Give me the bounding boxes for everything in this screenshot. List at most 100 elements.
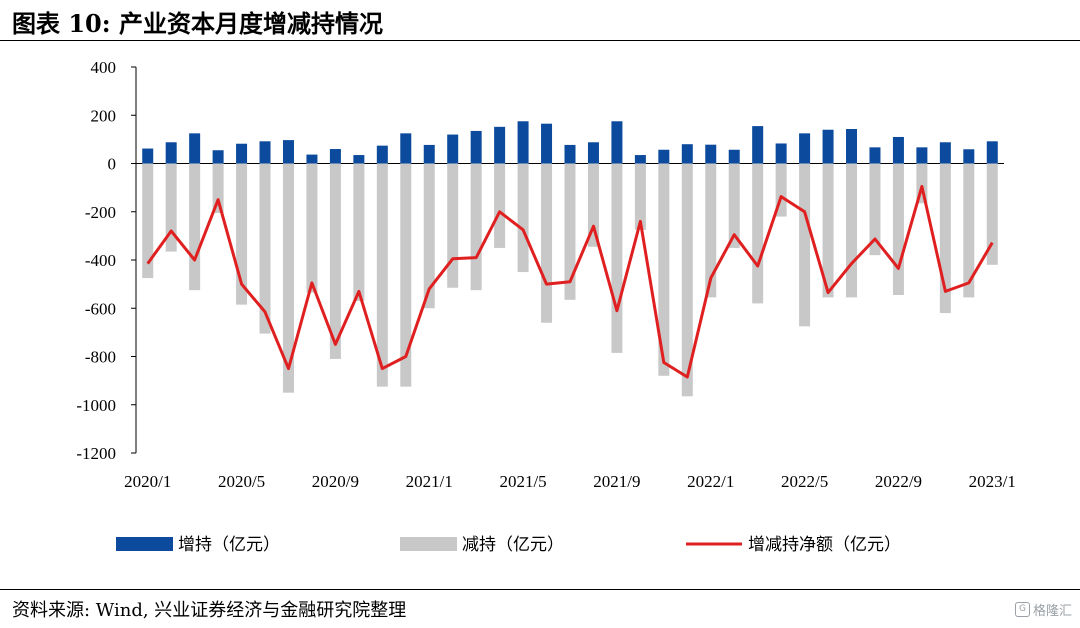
decrease-bar	[470, 163, 482, 291]
watermark: G 格隆汇	[1014, 600, 1072, 619]
decrease-bar	[611, 163, 623, 353]
increase-bar	[189, 133, 201, 164]
decrease-bar	[963, 163, 975, 298]
decrease-bar	[986, 163, 998, 265]
net-line-series	[146, 184, 994, 379]
increase-bar	[846, 129, 858, 164]
decrease-bar	[728, 163, 740, 248]
decrease-bar	[306, 163, 318, 293]
legend-swatch-decrease	[400, 537, 457, 551]
increase-bar	[587, 142, 599, 164]
watermark-logo-icon: G	[1014, 602, 1030, 617]
decrease-bar	[822, 163, 834, 298]
decrease-bar	[658, 163, 670, 376]
increase-bar	[822, 129, 834, 164]
legend-swatch-increase	[116, 537, 173, 551]
watermark-text: 格隆汇	[1032, 604, 1072, 619]
increase-bar	[236, 143, 248, 164]
decrease-bar	[916, 163, 928, 204]
increase-bar	[939, 142, 951, 164]
increase-bar	[329, 149, 341, 164]
increase-bar	[611, 121, 623, 164]
increase-bar	[564, 144, 576, 164]
decrease-bar	[752, 163, 764, 304]
increase-bar	[681, 144, 693, 164]
decrease-bar	[634, 163, 646, 230]
y-tick-label: -800	[85, 348, 116, 367]
increase-bar	[376, 145, 388, 164]
decrease-bar	[165, 163, 177, 252]
x-tick-label: 2021/9	[593, 472, 640, 491]
decrease-bar	[353, 163, 365, 302]
x-tick-label: 2020/9	[312, 472, 359, 491]
decrease-bar	[541, 163, 553, 323]
title-divider	[0, 40, 1080, 41]
increase-bar	[400, 133, 412, 164]
decrease-bar	[705, 163, 717, 298]
legend-label-net: 增减持净额（亿元）	[748, 535, 901, 555]
decrease-bar	[189, 163, 201, 291]
footer-divider	[0, 589, 1080, 590]
decrease-bar	[142, 163, 154, 279]
decrease-bar	[799, 163, 811, 327]
decrease-bar	[400, 163, 412, 387]
legend-label-increase: 增持（亿元）	[178, 535, 280, 555]
decrease-bar	[681, 163, 693, 397]
decrease-bar	[892, 163, 904, 295]
x-tick-label: 2022/9	[875, 472, 922, 491]
increase-bar	[658, 149, 670, 164]
decrease-bar	[236, 163, 248, 305]
increase-bar	[447, 134, 459, 164]
decrease-bar	[212, 163, 224, 213]
decrease-bar	[329, 163, 341, 359]
increase-bar	[541, 123, 553, 164]
increase-bar	[259, 141, 271, 164]
increase-bar	[963, 149, 975, 164]
increase-bar	[869, 147, 881, 164]
increase-bar	[916, 147, 928, 164]
x-tick-label: 2022/5	[781, 472, 828, 491]
increase-bar	[705, 144, 717, 164]
x-tick-label: 2020/5	[218, 472, 265, 491]
y-tick-label: 200	[91, 106, 117, 125]
decrease-bar	[494, 163, 506, 248]
y-tick-label: 400	[91, 58, 117, 77]
source-note: 资料来源: Wind, 兴业证券经济与金融研究院整理	[12, 600, 407, 621]
decrease-bar	[282, 163, 294, 393]
increase-bars	[142, 121, 998, 164]
x-tick-label: 2022/1	[687, 472, 734, 491]
y-tick-label: 0	[108, 155, 117, 174]
legend: 增持（亿元） 减持（亿元） 增减持净额（亿元）	[116, 535, 901, 555]
decrease-bar	[517, 163, 529, 273]
legend-label-decrease: 减持（亿元）	[462, 535, 564, 555]
decrease-bar	[376, 163, 388, 387]
y-tick-label: -200	[85, 203, 116, 222]
increase-bar	[892, 136, 904, 164]
increase-bar	[353, 155, 365, 164]
axes: 400 200 0 -200 -400 -600 -800 -1000 -1200 2020/1 2…	[76, 58, 1016, 491]
decrease-bars	[142, 163, 998, 397]
increase-bar	[799, 133, 811, 164]
chart-title: 图表 10: 产业资本月度增减持情况	[12, 9, 383, 38]
increase-bar	[634, 155, 646, 164]
increase-bar	[517, 121, 529, 164]
increase-bar	[165, 142, 177, 164]
decrease-bar	[564, 163, 576, 300]
increase-bar	[470, 130, 482, 164]
increase-bar	[494, 126, 506, 164]
x-tick-label: 2020/1	[124, 472, 171, 491]
increase-bar	[986, 141, 998, 164]
decrease-bar	[447, 163, 459, 288]
increase-bar	[728, 149, 740, 164]
decrease-bar	[869, 163, 881, 256]
y-tick-label: -1000	[76, 396, 116, 415]
increase-bar	[282, 140, 294, 164]
decrease-bar	[939, 163, 951, 314]
x-tick-label: 2021/5	[499, 472, 546, 491]
y-tick-label: -600	[85, 299, 116, 318]
decrease-bar	[846, 163, 858, 298]
increase-bar	[775, 143, 787, 164]
decrease-bar	[423, 163, 435, 309]
y-tick-label: -400	[85, 251, 116, 270]
